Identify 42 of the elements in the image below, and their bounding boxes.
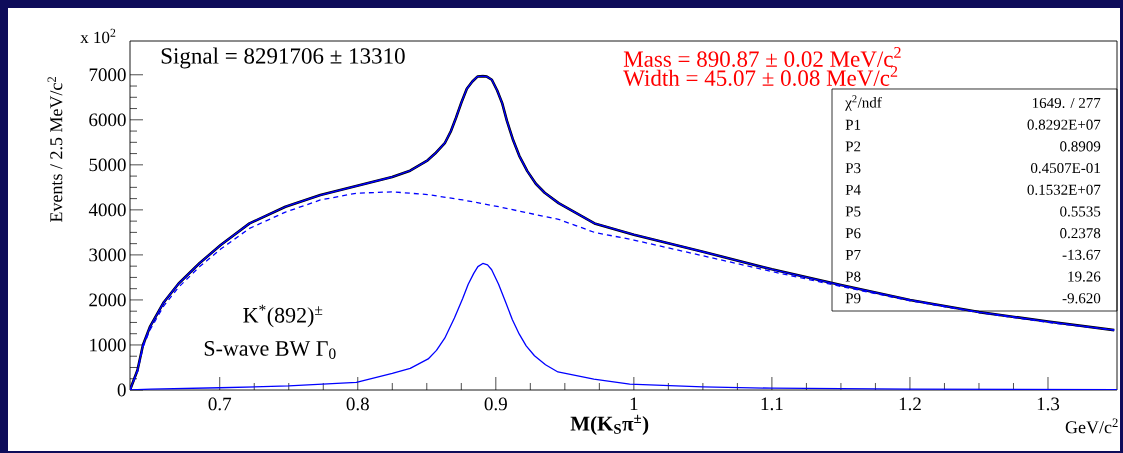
- y-tick-label: 0: [117, 383, 126, 397]
- x-tick-label: 1: [630, 397, 638, 411]
- x-axis-title: M(K$_{S}$π$^{±}$): [570, 414, 649, 436]
- annotation: -9.620: [1062, 293, 1101, 304]
- annotation: χ$^{2}$/ndf: [845, 95, 882, 111]
- annotation: 0.4507E-01: [1030, 163, 1100, 174]
- y-tick-label: 4000: [88, 203, 126, 217]
- y-axis-title: Events / 2.5 MeV/c$^{2}$: [47, 77, 63, 223]
- y-tick-label: 7000: [89, 68, 126, 82]
- annotation: P4: [845, 184, 861, 195]
- annotation: S-wave BW Γ$_{0}$: [204, 341, 336, 359]
- y-tick-label: 5000: [89, 158, 126, 172]
- annotation: 0.8909: [1060, 141, 1101, 152]
- y-tick-label: 1000: [90, 338, 126, 352]
- annotation: P8: [845, 271, 861, 282]
- annotation: 19.26: [1068, 271, 1101, 282]
- annotation: P3: [845, 163, 861, 174]
- annotation: 0.1532E+07: [1027, 184, 1101, 195]
- x-tick-label: 1.1: [761, 397, 783, 411]
- x-tick-label: 0.7: [208, 397, 232, 411]
- annotation: P6: [845, 228, 861, 239]
- annotation: P9: [845, 293, 861, 304]
- annotation: P1: [845, 119, 861, 130]
- annotation: P7: [845, 249, 861, 260]
- annotation: Signal = 8291706 ± 13310: [161, 47, 405, 69]
- annotation: K$^{*}$(892)$^{±}$: [243, 304, 323, 328]
- annotation: P5: [845, 206, 861, 217]
- x-tick-label: 1.2: [899, 397, 921, 411]
- text: x 10$^{2}$: [80, 28, 116, 44]
- x-tick-label: 0.9: [484, 397, 507, 411]
- text: GeV/c$^{2}$: [1065, 418, 1118, 434]
- annotation: 0.5535: [1060, 206, 1101, 217]
- annotation: 1649. / 277: [1032, 97, 1101, 109]
- y-tick-label: 6000: [89, 113, 126, 127]
- x-tick-label: 1.3: [1037, 397, 1060, 411]
- annotation: 0.8292E+07: [1027, 119, 1101, 130]
- annotation: 0.2378: [1060, 228, 1101, 239]
- annotation: P2: [845, 141, 861, 152]
- x-tick-label: 0.8: [346, 397, 369, 411]
- annotation: -13.67: [1062, 249, 1101, 260]
- y-tick-label: 3000: [89, 248, 126, 262]
- y-tick-label: 2000: [89, 293, 126, 307]
